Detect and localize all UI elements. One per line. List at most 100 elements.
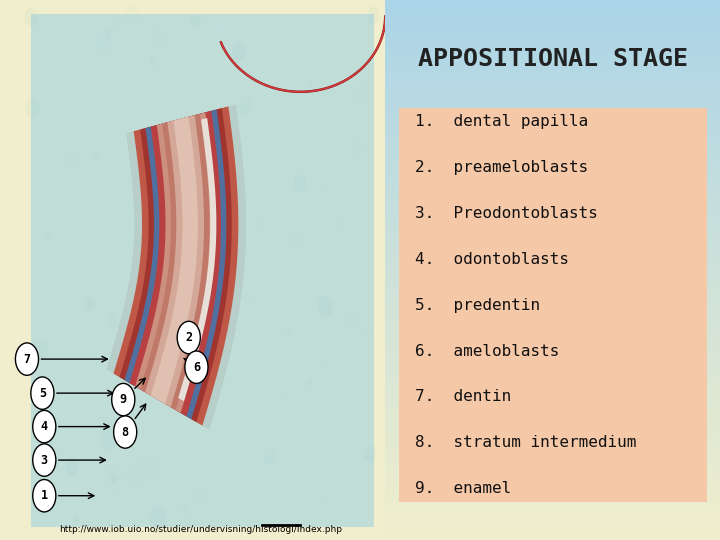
- Bar: [385, 389, 720, 394]
- Circle shape: [194, 488, 207, 505]
- Text: http://www.iob.uio.no/studier/undervisning/histologi/index.php: http://www.iob.uio.no/studier/undervisni…: [59, 524, 342, 534]
- Bar: [385, 97, 720, 103]
- Bar: [385, 211, 720, 216]
- Bar: [385, 302, 720, 308]
- Bar: [385, 167, 720, 173]
- Circle shape: [300, 99, 317, 123]
- Bar: [385, 221, 720, 227]
- Bar: [385, 86, 720, 92]
- Bar: [385, 470, 720, 475]
- Bar: [385, 432, 720, 437]
- Bar: [385, 454, 720, 459]
- Bar: [385, 535, 720, 540]
- Bar: [385, 502, 720, 508]
- Bar: [385, 254, 720, 259]
- Bar: [385, 16, 720, 22]
- Bar: [385, 497, 720, 502]
- Circle shape: [215, 21, 227, 38]
- Circle shape: [320, 360, 326, 368]
- Circle shape: [31, 377, 54, 409]
- Circle shape: [114, 416, 137, 448]
- Bar: [385, 146, 720, 151]
- Bar: [385, 356, 720, 362]
- Bar: [385, 324, 720, 329]
- Circle shape: [139, 456, 157, 481]
- Circle shape: [243, 291, 251, 302]
- Bar: [385, 319, 720, 324]
- Circle shape: [204, 219, 210, 226]
- Circle shape: [178, 468, 189, 483]
- Bar: [385, 103, 720, 108]
- Circle shape: [325, 501, 330, 507]
- Circle shape: [255, 519, 261, 528]
- Circle shape: [336, 324, 340, 329]
- Circle shape: [294, 174, 307, 192]
- Circle shape: [68, 500, 73, 506]
- Circle shape: [252, 358, 264, 375]
- Bar: [385, 491, 720, 497]
- Bar: [385, 292, 720, 297]
- Circle shape: [197, 158, 214, 181]
- Circle shape: [64, 150, 80, 172]
- Circle shape: [199, 349, 216, 372]
- Circle shape: [24, 8, 37, 27]
- Circle shape: [134, 250, 149, 271]
- Circle shape: [175, 389, 185, 403]
- Text: 9: 9: [120, 393, 127, 406]
- Bar: [385, 410, 720, 416]
- Bar: [385, 367, 720, 373]
- Circle shape: [232, 42, 246, 61]
- Text: 2: 2: [185, 331, 192, 344]
- Bar: [385, 378, 720, 383]
- Bar: [385, 313, 720, 319]
- Polygon shape: [179, 118, 217, 401]
- Circle shape: [109, 21, 120, 35]
- Bar: [385, 265, 720, 270]
- Circle shape: [130, 245, 139, 257]
- Circle shape: [256, 430, 274, 456]
- Circle shape: [105, 467, 122, 491]
- Bar: [385, 518, 720, 524]
- Bar: [385, 351, 720, 356]
- Bar: [385, 335, 720, 340]
- Circle shape: [347, 314, 359, 331]
- Circle shape: [85, 297, 95, 311]
- Text: 1.  dental papilla: 1. dental papilla: [415, 114, 588, 129]
- Polygon shape: [150, 117, 198, 404]
- Text: 9.  enamel: 9. enamel: [415, 481, 512, 496]
- Bar: [385, 416, 720, 421]
- Circle shape: [182, 504, 190, 516]
- Circle shape: [112, 383, 135, 416]
- Circle shape: [264, 503, 283, 529]
- Circle shape: [315, 446, 329, 467]
- Bar: [385, 65, 720, 70]
- Bar: [385, 405, 720, 410]
- Circle shape: [191, 14, 200, 28]
- Circle shape: [150, 391, 166, 414]
- Circle shape: [135, 134, 149, 153]
- Bar: [385, 508, 720, 513]
- Circle shape: [364, 328, 374, 341]
- Circle shape: [132, 491, 150, 517]
- Bar: [385, 22, 720, 27]
- Circle shape: [128, 467, 143, 487]
- Bar: [385, 81, 720, 86]
- Bar: [385, 346, 720, 351]
- Circle shape: [145, 26, 160, 46]
- Bar: [385, 189, 720, 194]
- Circle shape: [82, 511, 93, 526]
- Text: 5: 5: [39, 387, 46, 400]
- Polygon shape: [125, 110, 226, 419]
- Bar: [385, 340, 720, 346]
- Bar: [385, 243, 720, 248]
- Circle shape: [307, 378, 313, 386]
- Text: 7: 7: [24, 353, 30, 366]
- Circle shape: [122, 498, 135, 517]
- Bar: [385, 92, 720, 97]
- Circle shape: [32, 410, 56, 443]
- Circle shape: [193, 166, 201, 177]
- Bar: [385, 108, 720, 113]
- Bar: [385, 216, 720, 221]
- Text: 3.  Preodontoblasts: 3. Preodontoblasts: [415, 206, 598, 221]
- Bar: [385, 135, 720, 140]
